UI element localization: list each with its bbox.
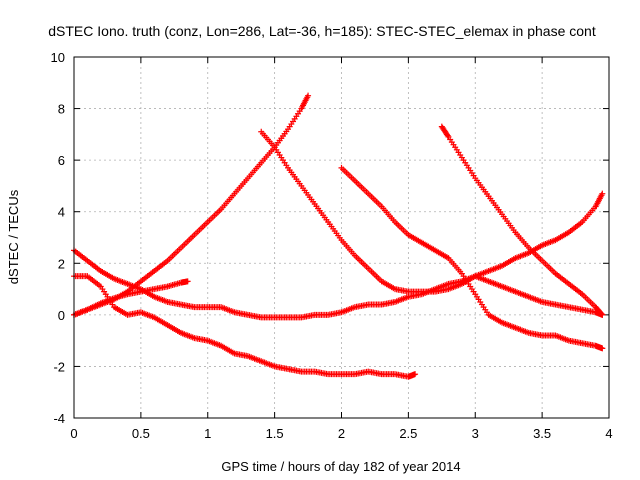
data-point <box>599 311 606 318</box>
y-tick-label: -4 <box>53 411 65 426</box>
data-point <box>599 345 606 352</box>
y-tick-label: -2 <box>53 359 65 374</box>
y-tick-label: 0 <box>58 308 65 323</box>
x-tick-label: 3 <box>472 426 479 441</box>
x-tick-label: 3.5 <box>533 426 551 441</box>
y-tick-label: 8 <box>58 102 65 117</box>
plot-frame <box>73 56 610 419</box>
data-points <box>71 92 606 380</box>
chart-title: dSTEC Iono. truth (conz, Lon=286, Lat=-3… <box>48 23 596 39</box>
series-3 <box>71 190 606 321</box>
y-tick-label: 2 <box>58 256 65 271</box>
x-tick-label: 4 <box>605 426 612 441</box>
x-tick-label: 2.5 <box>399 426 417 441</box>
x-tick-label: 1.5 <box>266 426 284 441</box>
series-4 <box>71 273 419 380</box>
data-point <box>305 92 312 99</box>
series-6 <box>338 164 606 352</box>
data-point <box>598 310 605 317</box>
series-7 <box>438 123 606 318</box>
x-tick-label: 0.5 <box>132 426 150 441</box>
x-tick-label: 0 <box>70 426 77 441</box>
y-axis-label: dSTEC / TECUs <box>6 189 21 284</box>
y-tick-label: 4 <box>58 205 65 220</box>
series-2 <box>71 92 312 318</box>
x-tick-label: 2 <box>338 426 345 441</box>
x-axis-label: GPS time / hours of day 182 of year 2014 <box>221 459 460 474</box>
data-point <box>444 132 451 139</box>
data-point <box>184 278 191 285</box>
axis-ticks: 0 0.5 1 1.5 2 2.5 3 3.5 4 -4 -2 0 2 4 6 8 10 <box>51 50 613 441</box>
data-point <box>599 190 606 197</box>
x-tick-label: 1 <box>204 426 211 441</box>
series-5 <box>258 128 606 318</box>
y-tick-label: 10 <box>51 50 65 65</box>
data-point <box>412 371 419 378</box>
y-tick-label: 6 <box>58 153 65 168</box>
